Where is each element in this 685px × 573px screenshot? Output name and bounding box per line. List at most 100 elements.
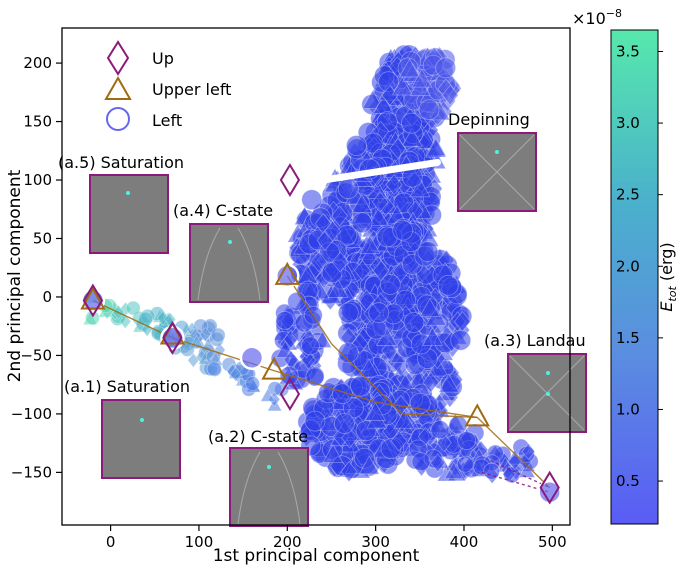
cloud-point (324, 220, 342, 242)
label-a1-saturation: (a.1) Saturation (64, 377, 190, 396)
cloud-point (337, 342, 359, 364)
y-axis-ticks: −150 −100 −50 0 50 100 150 200 (11, 54, 62, 481)
cloud-point (199, 326, 212, 343)
cloud-point (401, 112, 422, 134)
cloud-point (430, 420, 450, 440)
x-tick-label: 0 (106, 533, 116, 551)
domain-wall (237, 227, 261, 301)
cloud-point (381, 339, 399, 362)
cloud-point (361, 89, 384, 109)
colorbar-gradient (610, 29, 659, 525)
vortex-core (495, 150, 499, 154)
cloud-point (125, 300, 141, 316)
cloud-point (417, 241, 439, 262)
y-tick-label: 200 (23, 54, 52, 72)
domain-wall (459, 134, 535, 210)
inset-frame (89, 174, 169, 254)
cloud-point (367, 206, 390, 227)
cloud-point (300, 336, 320, 356)
label-a3-landau: (a.3) Landau (484, 331, 586, 350)
domain-wall (237, 451, 261, 525)
cloud-point (119, 313, 132, 330)
x-tick-label: 100 (185, 533, 214, 551)
upper-left-key-point (80, 286, 106, 310)
inset-a2-cstate (229, 447, 309, 527)
cloud-point (368, 302, 390, 324)
up-key-point (82, 283, 104, 318)
legend: Up Upper left Left (104, 40, 231, 131)
x-axis-label: 1st principal component (213, 546, 420, 566)
cloud-point (457, 431, 476, 450)
scatter-cloud (82, 44, 539, 485)
domain-wall (197, 227, 221, 301)
cloud-point (411, 68, 433, 88)
cloud-point (401, 127, 423, 147)
y-tick-label: −150 (11, 463, 52, 481)
cloud-point (372, 260, 390, 282)
legend-upper-left-marker (104, 75, 132, 100)
cloud-point (275, 310, 295, 330)
cloud-point (331, 383, 353, 405)
trajectory (286, 275, 478, 419)
cloud-point (450, 329, 472, 351)
colorbar-tick-label: 1.5 (616, 329, 640, 347)
vortex-core (140, 418, 144, 422)
cloud-point (425, 138, 447, 158)
cloud-point (391, 76, 413, 96)
vortex-core (546, 392, 550, 396)
cloud-point (310, 251, 328, 273)
inset-a3-landau (507, 353, 587, 433)
y-tick-label: 50 (33, 229, 52, 247)
cloud-point (435, 57, 457, 79)
cloud-point (436, 433, 452, 453)
cloud-point (444, 461, 464, 480)
cloud-point (421, 326, 444, 347)
label-a5-saturation: (a.5) Saturation (58, 153, 184, 172)
plot-frame (61, 27, 571, 526)
vortex-core (267, 465, 271, 469)
cloud-point (351, 193, 373, 214)
cloud-point (245, 376, 260, 391)
cloud-point (430, 453, 446, 473)
cloud-point (333, 413, 355, 434)
key-state-markers (80, 163, 562, 505)
cloud-point (337, 302, 359, 324)
trajectory (490, 460, 550, 489)
left-key-point (239, 345, 265, 371)
cloud-point (349, 375, 371, 397)
depinning-streak (297, 158, 441, 188)
inset-depinning (457, 132, 537, 212)
legend-upper-left-label: Upper left (152, 80, 231, 99)
upper-left-key-point (274, 261, 300, 285)
cloud-point (359, 234, 381, 254)
x-tick-label: 200 (273, 533, 302, 551)
vortex-core (546, 371, 550, 375)
cloud-point (210, 327, 226, 343)
trajectory (92, 299, 551, 489)
vortex-core (228, 240, 232, 244)
up-key-point (279, 163, 301, 197)
inset-frame (229, 447, 309, 527)
cloud-point (379, 274, 401, 295)
cloud-point (341, 427, 359, 449)
legend-up-marker (106, 40, 130, 76)
cloud-point (393, 409, 415, 429)
cloud-point (358, 455, 380, 475)
colorbar: 0.5 1.0 1.5 2.0 2.5 3.0 3.5 ×10−8 Etot (erg) (572, 7, 679, 525)
domain-wall (277, 451, 301, 525)
cloud-point (371, 191, 389, 213)
cloud-point (409, 178, 431, 198)
inset-frame (101, 399, 181, 479)
inset-frame (189, 223, 269, 303)
cloud-point (206, 361, 222, 377)
up-key-point (539, 470, 560, 505)
cloud-point (521, 442, 536, 461)
legend-left-label: Left (152, 111, 182, 130)
cloud-point (437, 274, 459, 296)
vortex-core (126, 191, 130, 195)
trajectory-lines (92, 275, 551, 493)
cloud-point (389, 137, 407, 160)
cloud-point (453, 310, 471, 333)
colorbar-tick-label: 2.0 (616, 257, 640, 275)
